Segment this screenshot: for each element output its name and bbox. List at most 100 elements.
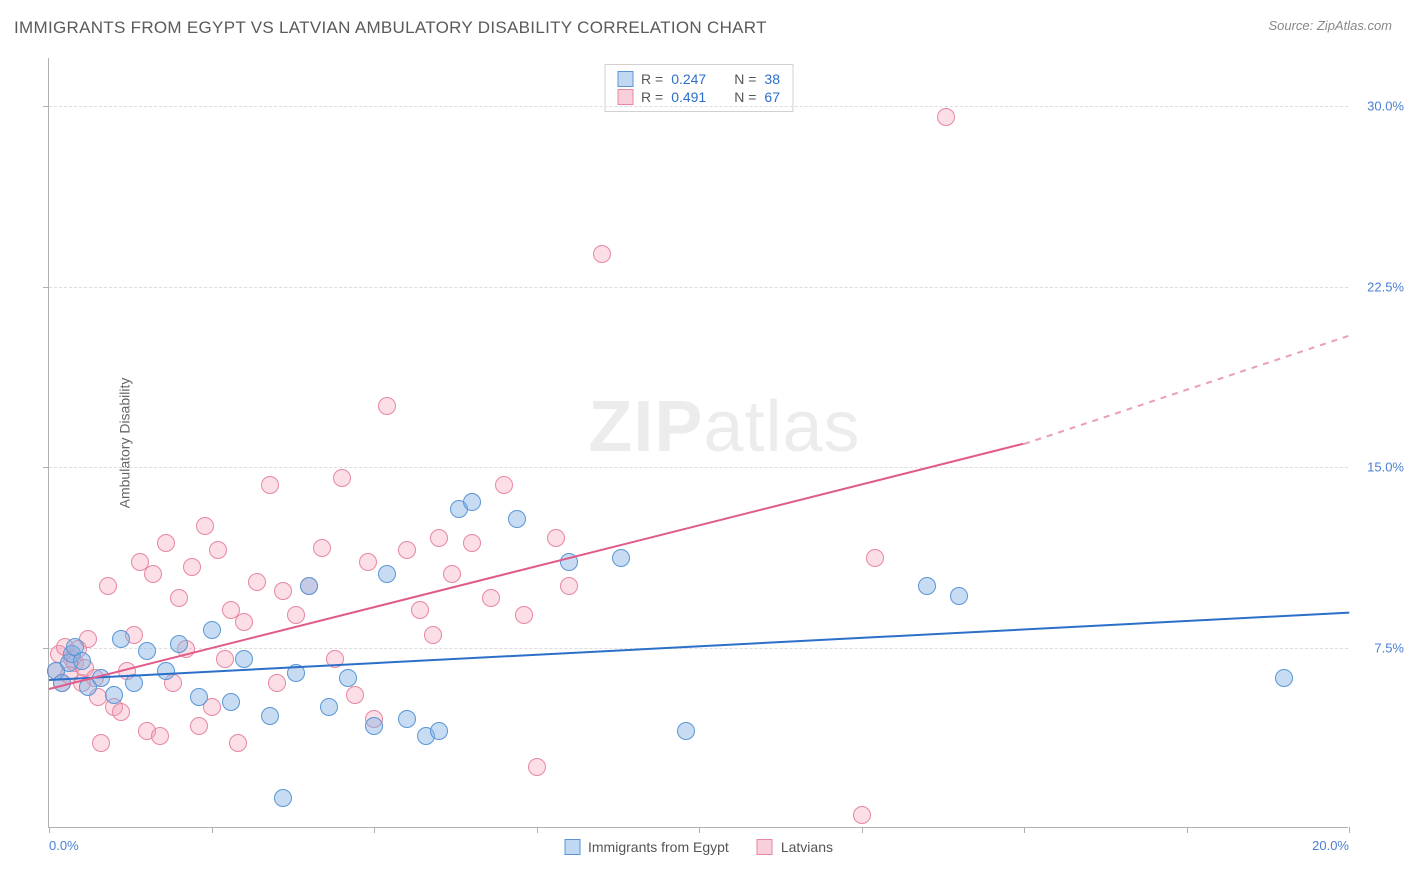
n-label: N = [734,89,756,105]
data-point [287,606,305,624]
data-point [866,549,884,567]
y-tick [43,467,49,468]
data-point [495,476,513,494]
legend-swatch [617,89,633,105]
x-tick-label: 0.0% [49,838,79,853]
source-label: Source: ZipAtlas.com [1268,18,1392,33]
data-point [235,650,253,668]
x-tick [862,827,863,833]
data-point [235,613,253,631]
legend-stats: R = 0.247 N = 38 R = 0.491 N = 67 [604,64,793,112]
data-point [274,582,292,600]
legend-item: Immigrants from Egypt [564,839,729,855]
data-point [346,686,364,704]
x-tick [1349,827,1350,833]
x-tick [212,827,213,833]
legend-swatch [564,839,580,855]
data-point [508,510,526,528]
legend-swatch [757,839,773,855]
x-tick [699,827,700,833]
r-value: 0.491 [671,89,706,105]
data-point [183,558,201,576]
data-point [320,698,338,716]
data-point [398,710,416,728]
watermark: ZIPatlas [588,386,860,468]
data-point [157,662,175,680]
data-point [430,529,448,547]
r-label: R = [641,71,663,87]
data-point [268,674,286,692]
x-tick [1024,827,1025,833]
legend-item: Latvians [757,839,833,855]
data-point [378,565,396,583]
chart-title: IMMIGRANTS FROM EGYPT VS LATVIAN AMBULAT… [14,18,767,38]
data-point [547,529,565,547]
data-point [528,758,546,776]
data-point [430,722,448,740]
data-point [398,541,416,559]
data-point [411,601,429,619]
data-point [1275,669,1293,687]
y-tick [43,648,49,649]
data-point [261,707,279,725]
data-point [190,688,208,706]
legend-series: Immigrants from Egypt Latvians [564,839,833,855]
data-point [482,589,500,607]
data-point [677,722,695,740]
data-point [112,703,130,721]
data-point [339,669,357,687]
gridline [49,106,1348,107]
r-value: 0.247 [671,71,706,87]
data-point [190,717,208,735]
legend-swatch [617,71,633,87]
gridline [49,648,1348,649]
data-point [229,734,247,752]
data-point [216,650,234,668]
data-point [560,577,578,595]
data-point [313,539,331,557]
data-point [300,577,318,595]
data-point [918,577,936,595]
n-value: 67 [764,89,780,105]
legend-label: Immigrants from Egypt [588,839,729,855]
data-point [105,686,123,704]
data-point [463,534,481,552]
x-tick [1187,827,1188,833]
data-point [144,565,162,583]
data-point [92,734,110,752]
x-tick [49,827,50,833]
data-point [73,652,91,670]
y-tick-label: 22.5% [1367,279,1404,294]
plot-area: Ambulatory Disability ZIPatlas R = 0.247 N… [48,58,1348,828]
data-point [378,397,396,415]
y-tick [43,287,49,288]
data-point [937,108,955,126]
r-label: R = [641,89,663,105]
data-point [593,245,611,263]
data-point [138,642,156,660]
data-point [222,693,240,711]
data-point [170,635,188,653]
data-point [853,806,871,824]
y-axis-label: Ambulatory Disability [116,377,132,508]
n-value: 38 [764,71,780,87]
x-tick-label: 20.0% [1312,838,1349,853]
data-point [274,789,292,807]
data-point [151,727,169,745]
data-point [365,717,383,735]
legend-stat-row: R = 0.247 N = 38 [617,71,780,87]
data-point [196,517,214,535]
n-label: N = [734,71,756,87]
data-point [515,606,533,624]
gridline [49,287,1348,288]
y-tick [43,106,49,107]
data-point [170,589,188,607]
trend-line [1024,335,1350,445]
y-tick-label: 7.5% [1374,640,1404,655]
y-tick-label: 30.0% [1367,99,1404,114]
watermark-atlas: atlas [703,387,860,467]
data-point [463,493,481,511]
legend-label: Latvians [781,839,833,855]
data-point [333,469,351,487]
data-point [209,541,227,559]
